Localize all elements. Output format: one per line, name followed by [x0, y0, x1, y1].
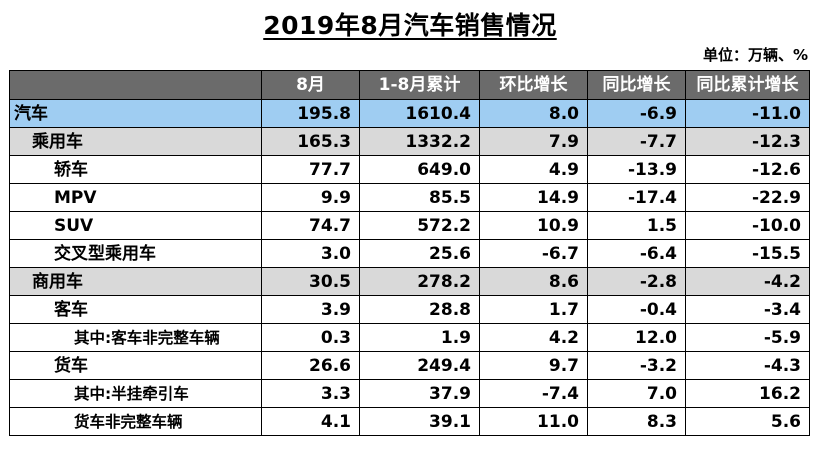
cell-yoy-cumulative-growth: 5.6 [685, 407, 810, 436]
cell-cumulative: 1332.2 [359, 127, 480, 156]
cell-month: 30.5 [261, 267, 360, 296]
cell-yoy-growth: -17.4 [587, 183, 686, 212]
unit-label: 单位：万辆、% [702, 46, 808, 64]
cell-yoy-growth: -6.4 [587, 239, 686, 268]
cell-mom-growth: 4.2 [479, 323, 588, 352]
table-row: 货车 26.6 249.4 9.7 -3.2 -4.3 [9, 351, 810, 380]
cell-yoy-growth: -3.2 [587, 351, 686, 380]
cell-cumulative: 28.8 [359, 295, 480, 324]
row-label: 汽车 [9, 99, 262, 128]
cell-month: 195.8 [261, 99, 360, 128]
table-row: 交叉型乘用车 3.0 25.6 -6.7 -6.4 -15.5 [9, 239, 810, 268]
table-row: 货车非完整车辆 4.1 39.1 11.0 8.3 5.6 [9, 407, 810, 436]
table-row: MPV 9.9 85.5 14.9 -17.4 -22.9 [9, 183, 810, 212]
cell-yoy-growth: -7.7 [587, 127, 686, 156]
table-row: 轿车 77.7 649.0 4.9 -13.9 -12.6 [9, 155, 810, 184]
cell-yoy-cumulative-growth: -5.9 [685, 323, 810, 352]
table-row: 其中:客车非完整车辆 0.3 1.9 4.2 12.0 -5.9 [9, 323, 810, 352]
cell-mom-growth: -7.4 [479, 379, 588, 408]
row-label: 商用车 [9, 267, 262, 296]
cell-month: 26.6 [261, 351, 360, 380]
cell-month: 9.9 [261, 183, 360, 212]
cell-mom-growth: 9.7 [479, 351, 588, 380]
table-row: SUV 74.7 572.2 10.9 1.5 -10.0 [9, 211, 810, 240]
cell-cumulative: 37.9 [359, 379, 480, 408]
row-label: 交叉型乘用车 [9, 239, 262, 268]
table-row: 汽车 195.8 1610.4 8.0 -6.9 -11.0 [9, 99, 810, 128]
header-cell-yoy-growth: 同比增长 [587, 70, 686, 100]
cell-cumulative: 649.0 [359, 155, 480, 184]
cell-month: 3.9 [261, 295, 360, 324]
cell-month: 77.7 [261, 155, 360, 184]
cell-yoy-growth: 1.5 [587, 211, 686, 240]
cell-mom-growth: 10.9 [479, 211, 588, 240]
cell-mom-growth: -6.7 [479, 239, 588, 268]
cell-yoy-growth: -0.4 [587, 295, 686, 324]
cell-cumulative: 25.6 [359, 239, 480, 268]
cell-yoy-cumulative-growth: -15.5 [685, 239, 810, 268]
page-title: 2019年8月汽车销售情况 [0, 6, 820, 42]
table-row: 客车 3.9 28.8 1.7 -0.4 -3.4 [9, 295, 810, 324]
cell-yoy-cumulative-growth: -10.0 [685, 211, 810, 240]
cell-yoy-growth: -6.9 [587, 99, 686, 128]
cell-cumulative: 278.2 [359, 267, 480, 296]
cell-month: 74.7 [261, 211, 360, 240]
cell-yoy-cumulative-growth: 16.2 [685, 379, 810, 408]
row-label: 其中:客车非完整车辆 [9, 323, 262, 352]
cell-month: 4.1 [261, 407, 360, 436]
row-label: 货车 [9, 351, 262, 380]
table-body: 汽车 195.8 1610.4 8.0 -6.9 -11.0 乘用车 165.3 1332.2 7… [9, 99, 810, 436]
cell-yoy-cumulative-growth: -3.4 [685, 295, 810, 324]
cell-mom-growth: 8.6 [479, 267, 588, 296]
cell-mom-growth: 4.9 [479, 155, 588, 184]
cell-yoy-cumulative-growth: -12.3 [685, 127, 810, 156]
row-label: 货车非完整车辆 [9, 407, 262, 436]
cell-cumulative: 1610.4 [359, 99, 480, 128]
cell-mom-growth: 7.9 [479, 127, 588, 156]
cell-cumulative: 85.5 [359, 183, 480, 212]
cell-yoy-growth: -13.9 [587, 155, 686, 184]
row-label: MPV [9, 183, 262, 212]
cell-month: 0.3 [261, 323, 360, 352]
cell-yoy-growth: 7.0 [587, 379, 686, 408]
cell-cumulative: 1.9 [359, 323, 480, 352]
row-label: 乘用车 [9, 127, 262, 156]
cell-yoy-cumulative-growth: -12.6 [685, 155, 810, 184]
header-cell-mom-growth: 环比增长 [479, 70, 588, 100]
cell-mom-growth: 1.7 [479, 295, 588, 324]
sales-table: 8月 1-8月累计 环比增长 同比增长 同比累计增长 汽车 195.8 1610.4… [9, 70, 810, 436]
page-title-text: 2019年8月汽车销售情况 [263, 11, 557, 40]
cell-cumulative: 572.2 [359, 211, 480, 240]
cell-yoy-growth: 8.3 [587, 407, 686, 436]
cell-mom-growth: 11.0 [479, 407, 588, 436]
table-header-row: 8月 1-8月累计 环比增长 同比增长 同比累计增长 [9, 70, 810, 100]
cell-mom-growth: 14.9 [479, 183, 588, 212]
table-row: 其中:半挂牵引车 3.3 37.9 -7.4 7.0 16.2 [9, 379, 810, 408]
header-cell-yoy-cumulative-growth: 同比累计增长 [685, 70, 810, 100]
cell-month: 3.3 [261, 379, 360, 408]
cell-yoy-growth: -2.8 [587, 267, 686, 296]
header-cell-month: 8月 [261, 70, 360, 100]
cell-yoy-cumulative-growth: -4.3 [685, 351, 810, 380]
header-cell-cumulative: 1-8月累计 [359, 70, 480, 100]
cell-cumulative: 249.4 [359, 351, 480, 380]
row-label: SUV [9, 211, 262, 240]
row-label: 其中:半挂牵引车 [9, 379, 262, 408]
row-label: 客车 [9, 295, 262, 324]
cell-yoy-cumulative-growth: -11.0 [685, 99, 810, 128]
header-cell-category [9, 70, 262, 100]
table-row: 乘用车 165.3 1332.2 7.9 -7.7 -12.3 [9, 127, 810, 156]
cell-mom-growth: 8.0 [479, 99, 588, 128]
cell-yoy-growth: 12.0 [587, 323, 686, 352]
cell-month: 3.0 [261, 239, 360, 268]
cell-cumulative: 39.1 [359, 407, 480, 436]
cell-yoy-cumulative-growth: -22.9 [685, 183, 810, 212]
cell-month: 165.3 [261, 127, 360, 156]
row-label: 轿车 [9, 155, 262, 184]
cell-yoy-cumulative-growth: -4.2 [685, 267, 810, 296]
table-row: 商用车 30.5 278.2 8.6 -2.8 -4.2 [9, 267, 810, 296]
